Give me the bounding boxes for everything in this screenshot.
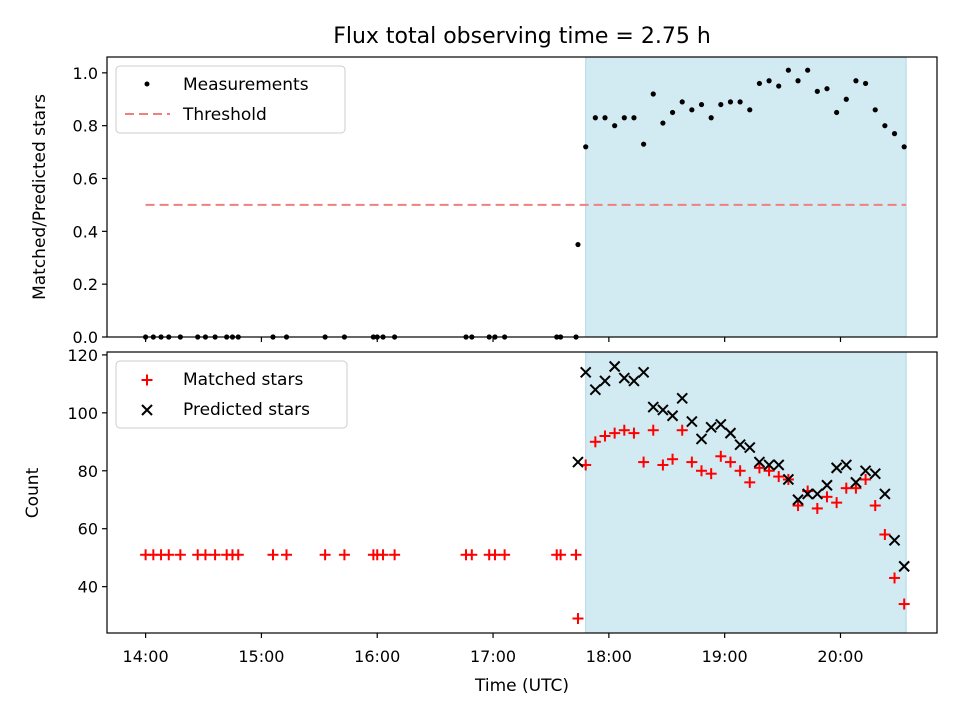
measurement-point <box>795 78 800 83</box>
ratio-y-tick-label: 0.4 <box>73 222 98 241</box>
measurement-point <box>863 81 868 86</box>
measurement-point <box>575 242 580 247</box>
measurement-point <box>699 102 704 107</box>
matched-star-point <box>163 549 174 560</box>
measurement-point <box>622 115 627 120</box>
matched-star-point <box>281 549 292 560</box>
measurement-point <box>747 107 752 112</box>
x-tick-label: 14:00 <box>123 647 169 666</box>
count-legend: Matched stars Predicted stars <box>116 361 347 428</box>
measurement-point <box>689 107 694 112</box>
count-y-ticks: 40 60 80 100 120 <box>67 346 107 597</box>
matched-star-point <box>233 549 244 560</box>
threshold-legend-label: Threshold <box>182 105 267 125</box>
ratio-y-tick-label: 0.8 <box>73 117 98 136</box>
observing-window-shade <box>586 57 906 337</box>
ratio-panel: 0.0 0.2 0.4 0.6 0.8 1.0 Matched/Predicted sta… <box>30 57 937 347</box>
measurement-point <box>631 115 636 120</box>
chart-title: Flux total observing time = 2.75 h <box>333 24 711 49</box>
count-y-tick-label: 80 <box>78 462 98 481</box>
matched-star-point <box>466 549 477 560</box>
measurement-point <box>680 99 685 104</box>
ratio-y-tick-label: 0.0 <box>73 328 98 347</box>
matched-star-point <box>499 549 510 560</box>
ratio-y-tick-label: 0.2 <box>73 275 98 294</box>
measurement-point <box>873 107 878 112</box>
x-tick-label: 18:00 <box>586 647 632 666</box>
measurement-point <box>651 91 656 96</box>
measurement-point <box>844 97 849 102</box>
x-tick-label: 19:00 <box>702 647 748 666</box>
count-y-tick-label: 100 <box>67 404 98 423</box>
ratio-y-axis-label: Matched/Predicted stars <box>30 94 50 300</box>
matched-star-point <box>572 613 583 624</box>
x-tick-label: 20:00 <box>817 647 863 666</box>
measurement-point <box>757 81 762 86</box>
ratio-x-ticks <box>146 337 841 342</box>
measurement-point <box>892 131 897 136</box>
matched-star-point <box>210 549 221 560</box>
measurement-point <box>709 115 714 120</box>
measurement-point <box>824 86 829 91</box>
measurement-point <box>670 110 675 115</box>
count-panel: 14:00 15:00 16:00 17:00 18:00 19:00 20:00 40 60… <box>23 346 937 696</box>
matched-star-point <box>489 549 500 560</box>
count-x-ticks: 14:00 15:00 16:00 17:00 18:00 19:00 20:00 <box>123 633 864 666</box>
measurement-point <box>805 68 810 73</box>
matched-star-point <box>389 549 400 560</box>
measurement-point <box>738 99 743 104</box>
measurement-point <box>612 123 617 128</box>
measurement-point <box>583 144 588 149</box>
x-tick-label: 16:00 <box>354 647 400 666</box>
count-y-tick-label: 120 <box>67 346 98 365</box>
matched-star-point <box>175 549 186 560</box>
x-tick-label: 17:00 <box>470 647 516 666</box>
ratio-y-tick-label: 1.0 <box>73 64 98 83</box>
ratio-y-ticks: 0.0 0.2 0.4 0.6 0.8 1.0 <box>73 64 107 347</box>
measurement-point <box>853 78 858 83</box>
measurement-point <box>834 110 839 115</box>
measurement-point <box>766 78 771 83</box>
measurement-point <box>641 142 646 147</box>
measurement-point <box>882 123 887 128</box>
matched-star-point <box>339 549 350 560</box>
count-y-tick-label: 40 <box>78 578 98 597</box>
predicted-star-point <box>573 457 583 467</box>
matched-star-point <box>200 549 211 560</box>
matched-legend-label: Matched stars <box>183 370 303 390</box>
matched-star-point <box>268 549 279 560</box>
measurement-point <box>776 83 781 88</box>
measurements-legend-marker <box>145 82 150 87</box>
matched-star-point <box>320 549 331 560</box>
ratio-legend: Measurements Threshold <box>116 66 345 133</box>
measurement-point <box>660 120 665 125</box>
matched-star-point <box>378 549 389 560</box>
measurement-point <box>593 115 598 120</box>
measurements-legend-label: Measurements <box>183 75 309 95</box>
ratio-y-tick-label: 0.6 <box>73 170 98 189</box>
measurement-point <box>902 144 907 149</box>
measurement-point <box>728 99 733 104</box>
count-y-tick-label: 60 <box>78 520 98 539</box>
figure: Flux total observing time = 2.75 h 0.00.… <box>0 0 960 720</box>
observing-window-shade <box>586 352 906 633</box>
x-axis-label: Time (UTC) <box>474 676 569 696</box>
predicted-legend-label: Predicted stars <box>183 400 310 420</box>
measurement-point <box>602 115 607 120</box>
x-tick-label: 15:00 <box>238 647 284 666</box>
measurement-point <box>786 68 791 73</box>
matched-star-point <box>571 549 582 560</box>
measurement-point <box>815 89 820 94</box>
measurement-point <box>718 102 723 107</box>
count-y-axis-label: Count <box>23 467 43 518</box>
